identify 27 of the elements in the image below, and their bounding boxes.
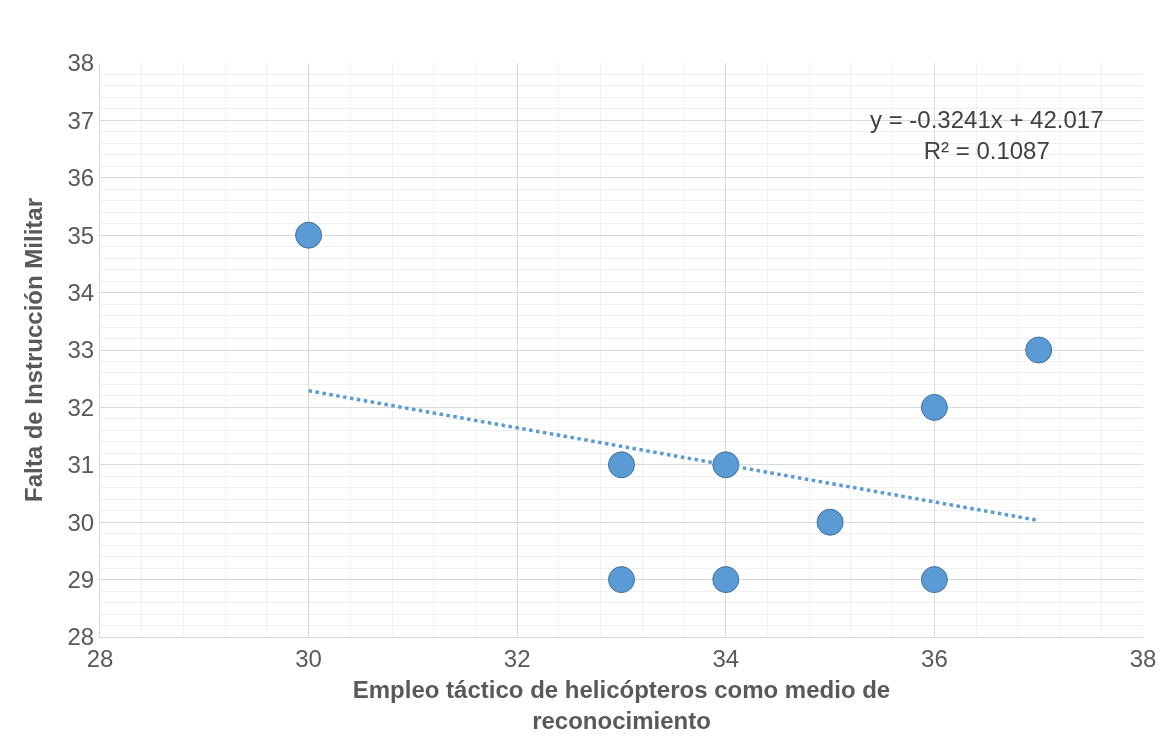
y-tick-label: 32 [67, 393, 95, 421]
point [295, 221, 323, 249]
point [1025, 336, 1053, 364]
y-axis-title: Falta de Instrucción Militar [19, 197, 47, 503]
y-tick-label: 35 [67, 221, 95, 249]
y-tick-label: 33 [67, 336, 95, 364]
point [712, 566, 740, 594]
x-tick-label: 32 [503, 644, 531, 672]
y-tick-label: 30 [67, 508, 95, 536]
y-tick-label: 34 [67, 279, 95, 306]
point [920, 393, 948, 421]
point [816, 508, 844, 536]
y-tick-label: 31 [67, 451, 95, 479]
point [608, 566, 635, 594]
x-tick-label: 36 [921, 644, 948, 672]
y-tick-label: 37 [67, 106, 95, 134]
annotation: y = -0.3241x + 42.017 R² = 0.1087 [870, 106, 1104, 165]
point [712, 451, 740, 479]
point [920, 566, 948, 594]
x-tick-label: 34 [712, 644, 740, 672]
x-tick-label: 30 [295, 644, 322, 672]
y-tick-label: 29 [67, 566, 95, 593]
y-tick-label: 38 [67, 49, 95, 77]
point [608, 451, 635, 479]
x-axis-title: Empleo táctico de helicópteros como medio de reconocimiento [352, 676, 891, 735]
x-tick-label: 38 [1129, 644, 1157, 672]
y-tick-label: 36 [67, 164, 95, 192]
